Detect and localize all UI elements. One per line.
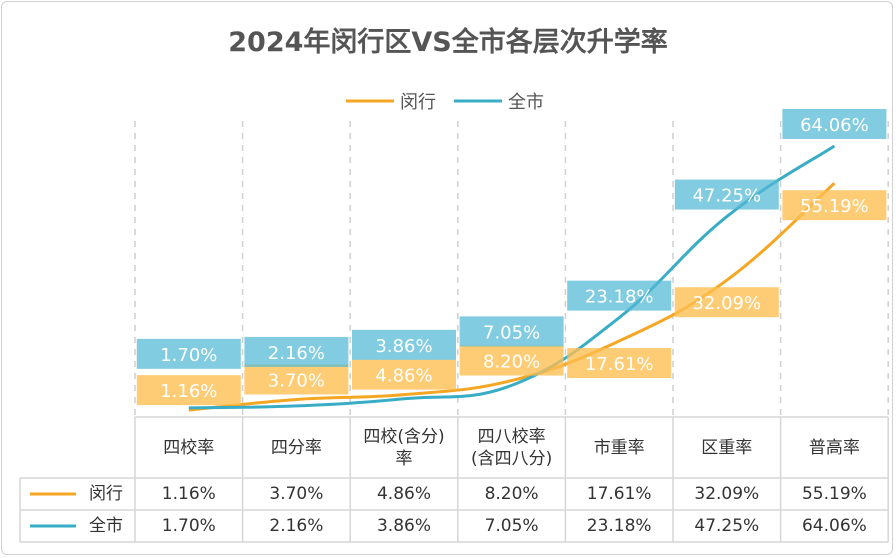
data-label-box	[782, 190, 887, 221]
data-label-box	[459, 345, 564, 376]
table-value: 3.70%	[269, 484, 324, 504]
series-line-闵行	[188, 182, 836, 412]
table-value: 47.25%	[694, 516, 760, 536]
data-label: 64.06%	[800, 115, 869, 136]
data-label-box	[674, 179, 779, 210]
data-label: 3.70%	[268, 370, 325, 391]
data-label: 7.05%	[483, 322, 540, 343]
data-label: 1.16%	[160, 381, 217, 402]
category-label: 区重率	[701, 437, 753, 458]
data-label-box	[567, 280, 672, 311]
table-value: 55.19%	[801, 484, 867, 504]
category-label: 市重率	[593, 437, 645, 458]
data-label-box	[782, 108, 887, 139]
data-label-box	[244, 336, 349, 367]
category-label: 四校率	[163, 437, 215, 458]
series-line-全市	[188, 144, 836, 410]
category-label: 四分率	[270, 437, 322, 458]
data-label-box	[459, 316, 564, 347]
data-label: 32.09%	[692, 293, 761, 314]
series-name: 闵行	[89, 484, 123, 504]
data-label-box	[136, 338, 241, 369]
series-name: 全市	[89, 516, 123, 536]
data-label: 23.18%	[585, 287, 654, 308]
category-label: 四八校率 (含四八分)	[470, 426, 553, 469]
chart-title: 2024年闵行区VS全市各层次升学率	[228, 27, 668, 58]
table-value: 17.61%	[586, 484, 652, 504]
table-value: 23.18%	[586, 516, 652, 536]
data-label-box	[567, 348, 672, 379]
category-label: 四校(含分) 率	[363, 426, 445, 469]
data-label-box	[352, 359, 456, 390]
table-value: 64.06%	[801, 516, 867, 536]
data-label-box	[136, 375, 241, 406]
table-value: 4.86%	[376, 484, 431, 504]
table-value: 32.09%	[694, 484, 760, 504]
data-label-box	[352, 329, 456, 360]
data-label-box	[674, 287, 779, 318]
data-label: 47.25%	[692, 186, 761, 207]
data-label: 55.19%	[800, 196, 869, 217]
legend-label: 闵行	[400, 92, 436, 113]
category-label: 普高率	[808, 437, 860, 458]
data-label-box	[244, 364, 349, 395]
data-label: 17.61%	[585, 354, 654, 375]
table-value: 2.16%	[269, 516, 324, 536]
data-label: 8.20%	[483, 352, 540, 373]
data-label: 2.16%	[268, 343, 325, 364]
legend-label: 全市	[508, 92, 544, 113]
data-label: 4.86%	[375, 366, 432, 387]
table-value: 1.70%	[161, 516, 216, 536]
data-label: 3.86%	[375, 336, 432, 357]
data-label: 1.70%	[160, 345, 217, 366]
table-value: 7.05%	[484, 516, 539, 536]
table-value: 3.86%	[376, 516, 431, 536]
table-value: 8.20%	[484, 484, 539, 504]
table-value: 1.16%	[161, 484, 216, 504]
